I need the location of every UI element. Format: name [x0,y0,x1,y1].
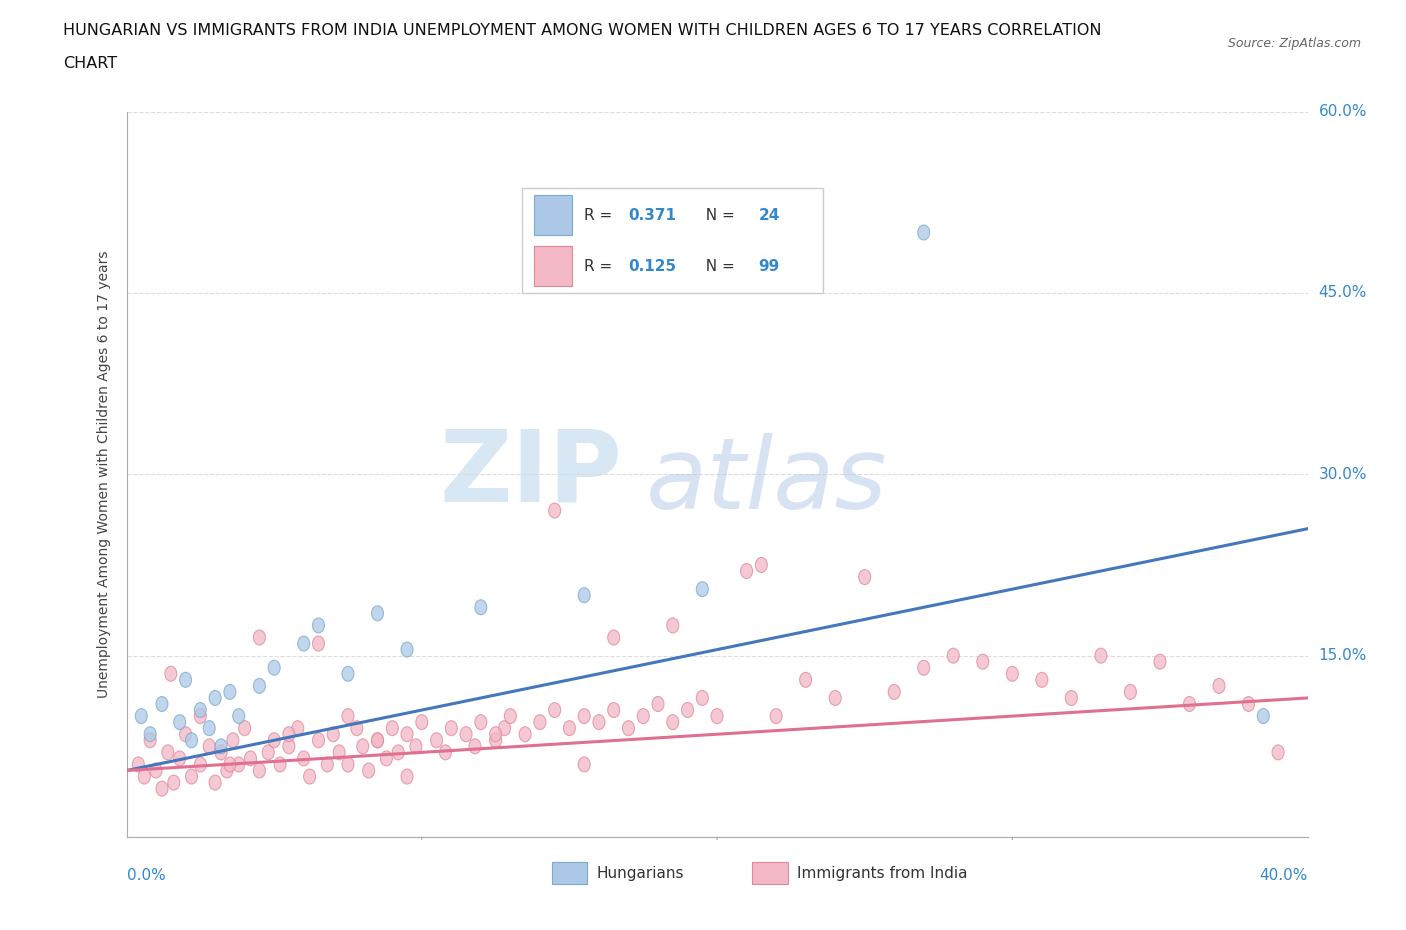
Text: 0.0%: 0.0% [127,868,166,883]
Text: N =: N = [696,259,740,273]
Text: 45.0%: 45.0% [1319,286,1367,300]
FancyBboxPatch shape [551,862,588,884]
Text: 60.0%: 60.0% [1319,104,1367,119]
Text: Source: ZipAtlas.com: Source: ZipAtlas.com [1227,37,1361,50]
Text: CHART: CHART [63,56,117,71]
Text: Immigrants from India: Immigrants from India [797,866,967,881]
Text: Hungarians: Hungarians [596,866,685,881]
Text: atlas: atlas [647,433,887,530]
Text: 15.0%: 15.0% [1319,648,1367,663]
FancyBboxPatch shape [534,195,572,235]
FancyBboxPatch shape [534,246,572,286]
Text: 99: 99 [758,259,780,273]
Y-axis label: Unemployment Among Women with Children Ages 6 to 17 years: Unemployment Among Women with Children A… [97,250,111,698]
Text: R =: R = [583,259,617,273]
FancyBboxPatch shape [522,188,824,293]
FancyBboxPatch shape [752,862,787,884]
Text: 0.125: 0.125 [628,259,676,273]
Text: R =: R = [583,207,617,223]
Text: N =: N = [696,207,740,223]
Text: HUNGARIAN VS IMMIGRANTS FROM INDIA UNEMPLOYMENT AMONG WOMEN WITH CHILDREN AGES 6: HUNGARIAN VS IMMIGRANTS FROM INDIA UNEMP… [63,23,1102,38]
Text: 0.371: 0.371 [628,207,676,223]
Text: 40.0%: 40.0% [1260,868,1308,883]
Text: 30.0%: 30.0% [1319,467,1367,482]
Text: 24: 24 [758,207,780,223]
Text: ZIP: ZIP [440,426,623,523]
